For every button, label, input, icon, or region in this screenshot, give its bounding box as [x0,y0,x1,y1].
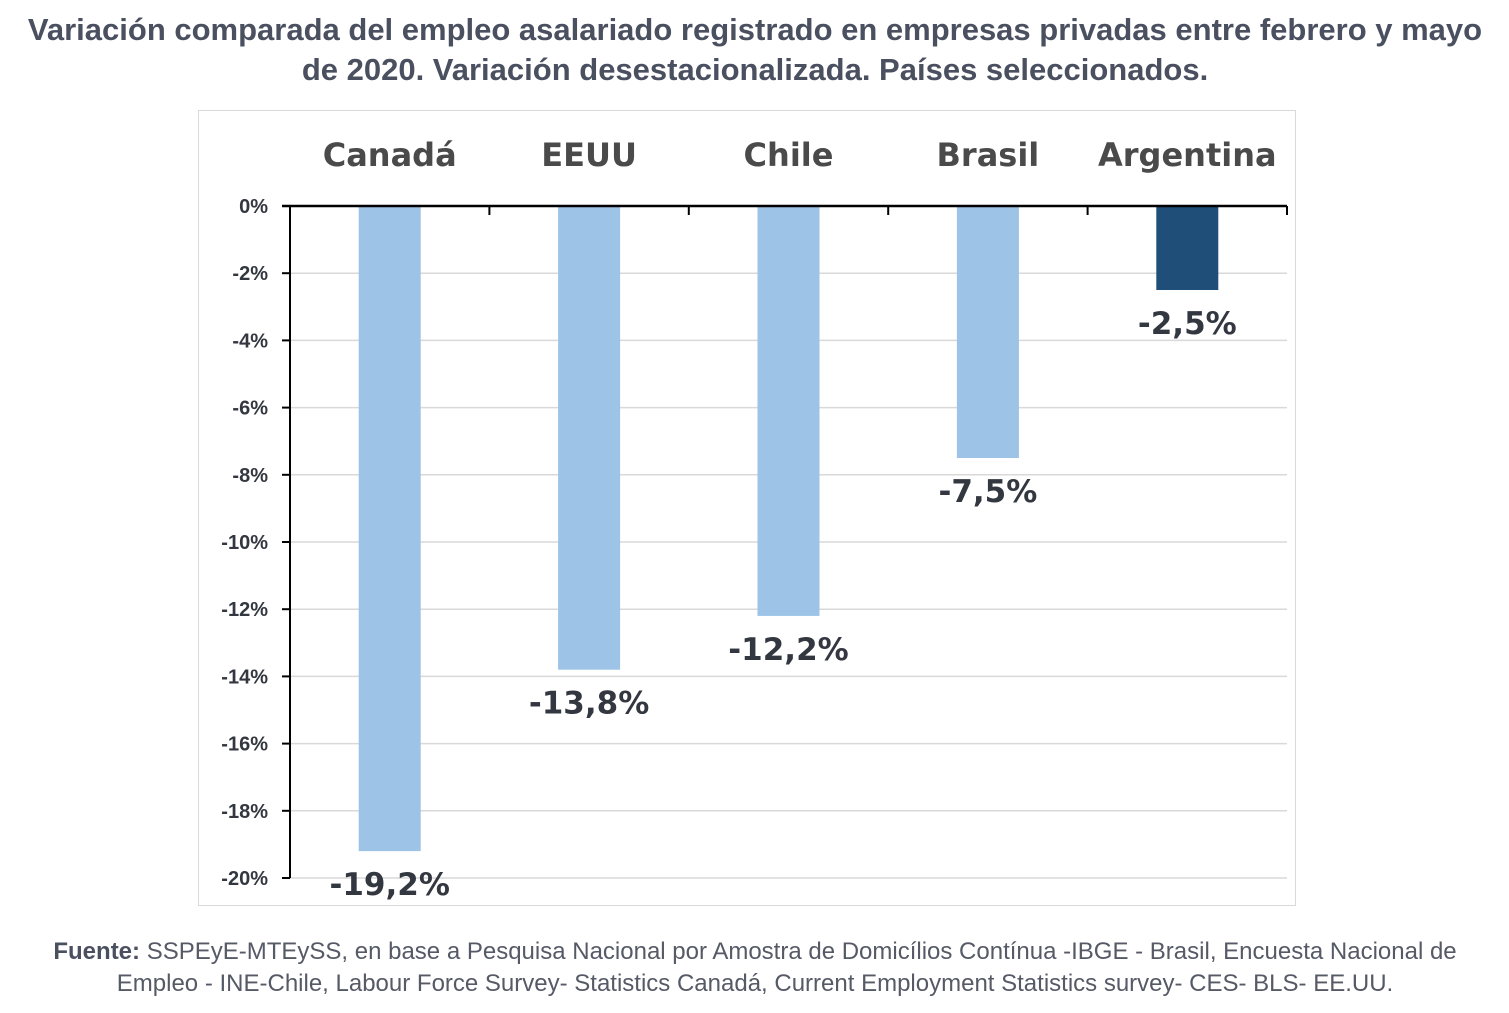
chart-area: 0% -2% -4% -6% -8% -10% -12% -14% -16% -18% -20% Ca… [198,110,1296,906]
y-tick-label: -6% [232,398,268,420]
y-tick-label: -12% [221,599,268,621]
y-tick-label: 0% [239,196,268,218]
category-label: Chile [744,136,834,174]
source-label: Fuente: [53,938,141,965]
category-label: EEUU [541,136,637,174]
y-tick-label: -20% [221,868,268,890]
bar-3 [956,206,1019,458]
y-tick-label: -4% [232,330,268,352]
category-label: Argentina [1098,136,1277,174]
y-tick-label: -8% [232,465,268,487]
data-label: -19,2% [329,867,449,903]
source-text: SSPEyE-MTEySS, en base a Pesquisa Nacion… [116,938,1457,997]
y-tick-label: -18% [221,801,268,823]
chart-title: Variación comparada del empleo asalariad… [27,12,1483,87]
data-label: -7,5% [938,474,1037,510]
y-tick-label: -10% [221,532,268,554]
data-label: -12,2% [728,632,848,668]
source-note: Fuente: SSPEyE-MTEySS, en base a Pesquis… [10,936,1500,1000]
bar-0 [358,206,421,852]
bar-4 [1156,206,1219,290]
bar-1 [558,206,621,670]
y-tick-label: -14% [221,666,268,688]
bar-2 [757,206,820,616]
data-label: -13,8% [529,686,649,722]
y-tick-label: -16% [221,734,268,756]
bar-chart: 0% -2% -4% -6% -8% -10% -12% -14% -16% -18% -20% Ca… [221,136,1288,903]
data-label: -2,5% [1138,306,1237,342]
category-label: Brasil [937,136,1040,174]
y-tick-label: -2% [232,263,268,285]
category-label: Canadá [323,136,457,174]
